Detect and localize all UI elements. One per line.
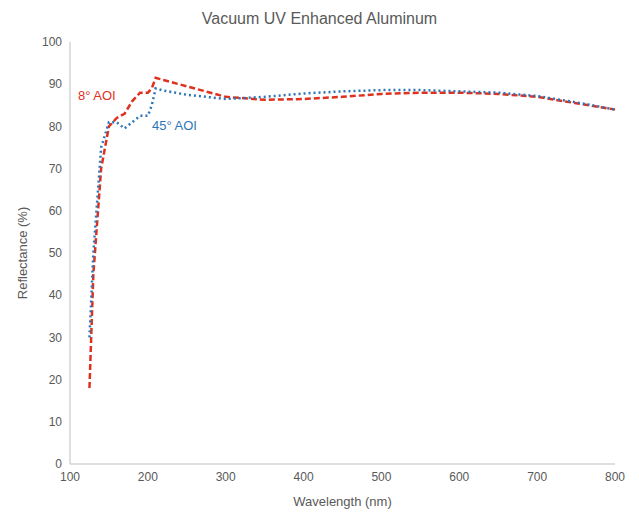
- svg-text:0: 0: [55, 457, 62, 471]
- html-text:Vacuum UV Enhanced Aluminum: Vacuum UV Enhanced Aluminum: [201, 10, 438, 27]
- svg-text:800: 800: [605, 470, 625, 484]
- svg-text:100: 100: [42, 35, 62, 49]
- svg-text:300: 300: [216, 470, 236, 484]
- svg-text:20: 20: [49, 373, 63, 387]
- svg-text:50: 50: [49, 246, 63, 260]
- svg-text:200: 200: [138, 470, 158, 484]
- svg-text:Wavelength (nm): Wavelength (nm): [293, 494, 392, 509]
- svg-text:Reflectance (%): Reflectance (%): [15, 207, 30, 299]
- svg-text:600: 600: [449, 470, 469, 484]
- svg-text:700: 700: [527, 470, 547, 484]
- svg-text:60: 60: [49, 204, 63, 218]
- svg-text:40: 40: [49, 288, 63, 302]
- html-text:8° AOI: 8° AOI: [78, 88, 116, 103]
- svg-text:90: 90: [49, 77, 63, 91]
- html-text:45° AOI: 45° AOI: [152, 118, 197, 133]
- svg-text:30: 30: [49, 331, 63, 345]
- svg-text:400: 400: [294, 470, 314, 484]
- svg-text:80: 80: [49, 120, 63, 134]
- svg-text:70: 70: [49, 162, 63, 176]
- svg-text:100: 100: [60, 470, 80, 484]
- svg-text:10: 10: [49, 415, 63, 429]
- svg-text:500: 500: [371, 470, 391, 484]
